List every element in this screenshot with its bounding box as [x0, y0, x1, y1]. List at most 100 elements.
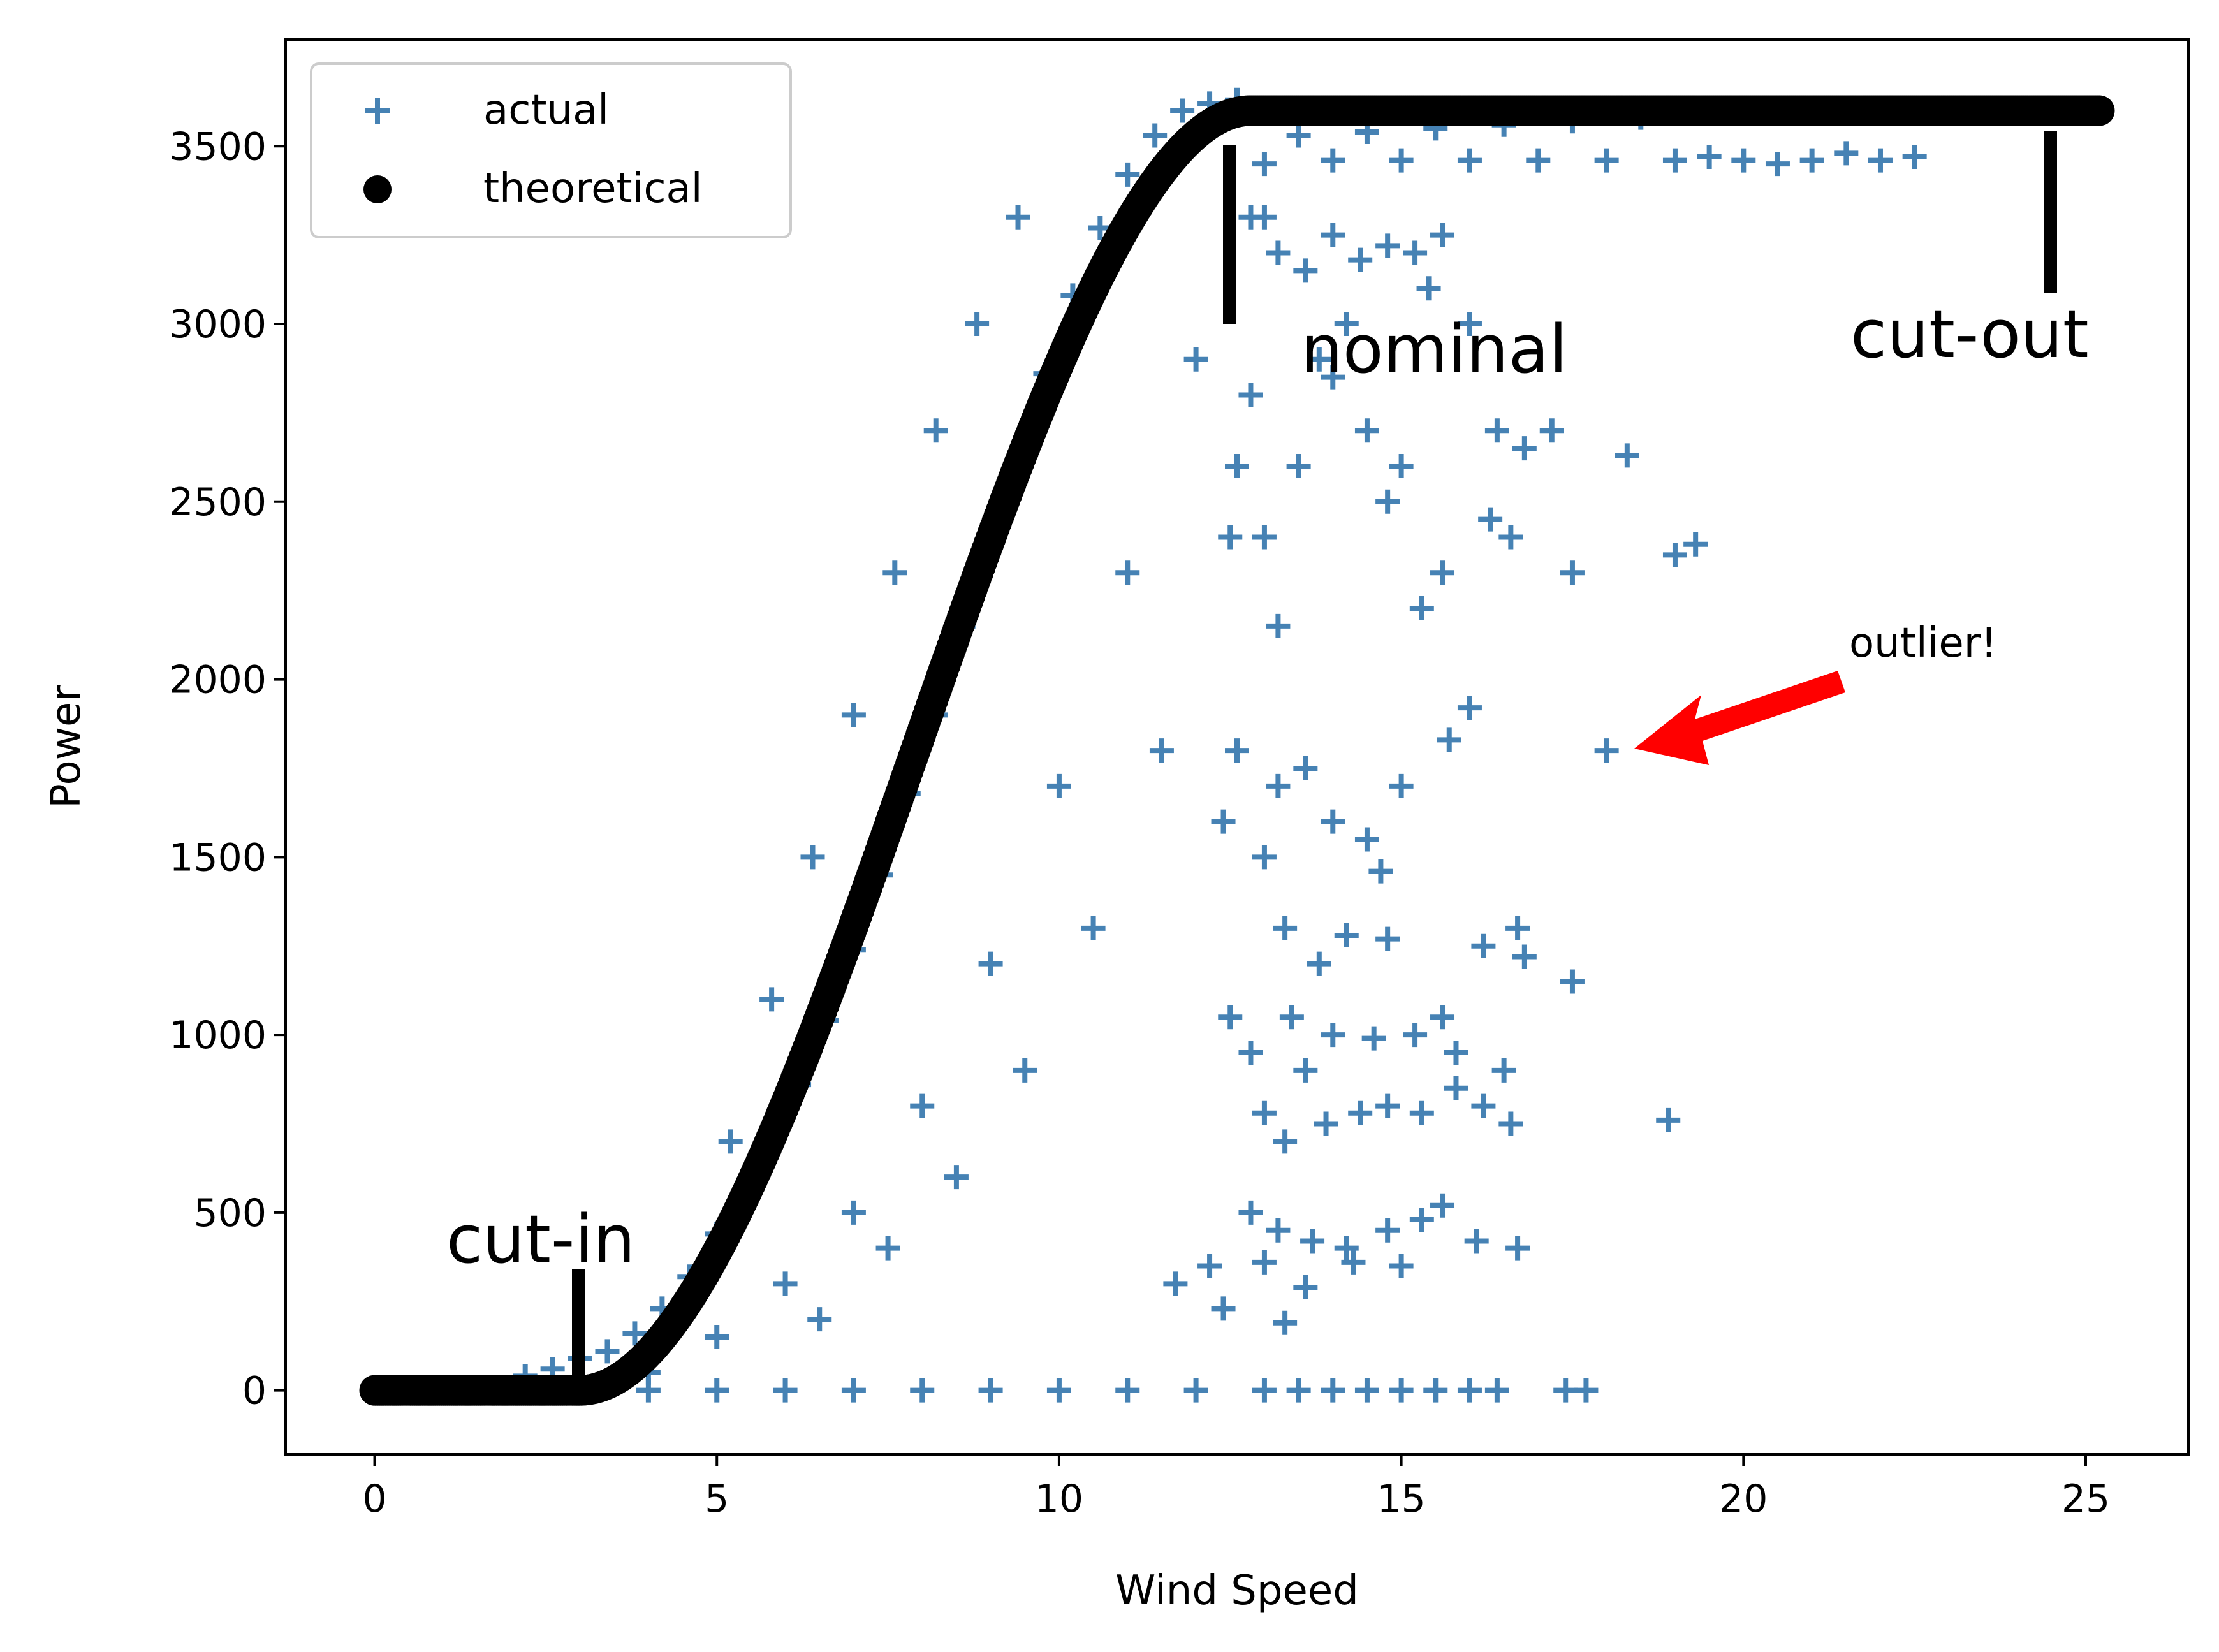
actual-point	[1238, 1040, 1263, 1065]
annotation-cut-in: cut-in	[446, 1201, 635, 1393]
actual-point	[1286, 454, 1311, 479]
legend-plus-marker	[365, 98, 390, 124]
actual-point	[705, 1378, 729, 1403]
actual-point	[1293, 1058, 1318, 1083]
actual-point	[1697, 144, 1722, 169]
actual-point	[1081, 916, 1106, 940]
actual-point	[1211, 1296, 1236, 1321]
actual-point	[1354, 827, 1379, 852]
y-tick-label: 3500	[169, 124, 267, 169]
actual-point	[1218, 525, 1243, 550]
actual-point	[1286, 123, 1311, 148]
actual-point	[1539, 418, 1564, 443]
actual-point	[1389, 1254, 1414, 1278]
actual-point	[1252, 1378, 1277, 1403]
actual-point	[1266, 240, 1291, 265]
y-tick-label: 2000	[169, 658, 267, 703]
actual-point	[1046, 773, 1071, 798]
actual-point	[1594, 148, 1619, 173]
y-tick-label: 2500	[169, 480, 267, 525]
actual-point	[1361, 1026, 1386, 1051]
actual-point	[1300, 1229, 1325, 1254]
actual-point	[1512, 436, 1537, 461]
actual-point	[622, 1321, 647, 1346]
actual-point	[1375, 489, 1400, 514]
actual-point	[1348, 1100, 1373, 1125]
actual-point	[1457, 696, 1482, 720]
actual-point	[1293, 1275, 1318, 1299]
actual-point	[1868, 148, 1893, 173]
actual-point	[1006, 205, 1030, 230]
actual-point	[1389, 148, 1414, 173]
actual-point	[773, 1271, 798, 1296]
actual-point	[1334, 923, 1359, 947]
actual-point	[1266, 1218, 1291, 1243]
actual-point	[1683, 532, 1708, 557]
actual-point	[1375, 926, 1400, 951]
actual-point	[773, 1378, 798, 1403]
actual-point	[1348, 247, 1373, 272]
actual-point	[1484, 418, 1509, 443]
actual-point	[1409, 596, 1434, 621]
actual-point	[1437, 727, 1461, 752]
actual-point	[1902, 144, 1927, 169]
x-axis-label: Wind Speed	[1115, 1567, 1359, 1614]
actual-point	[1389, 454, 1414, 479]
actual-point	[1354, 418, 1379, 443]
actual-point	[944, 1165, 969, 1190]
actual-point	[1149, 738, 1174, 763]
actual-point	[1416, 276, 1441, 301]
actual-point	[882, 560, 907, 585]
annotation-nominal-label: nominal	[1301, 311, 1567, 388]
actual-point	[1526, 148, 1551, 173]
actual-point	[1662, 543, 1687, 567]
actual-point	[1354, 1378, 1379, 1403]
y-axis-label: Power	[43, 685, 90, 808]
theoretical-point	[2084, 95, 2115, 126]
actual-point	[1594, 738, 1619, 763]
actual-point	[1307, 951, 1331, 976]
actual-point	[1505, 916, 1530, 940]
actual-point	[1444, 1040, 1468, 1065]
actual-point	[1218, 1005, 1243, 1030]
actual-point	[1375, 1093, 1400, 1118]
actual-point	[841, 1200, 866, 1225]
y-tick-label: 3000	[169, 302, 267, 347]
actual-point	[1799, 148, 1824, 173]
y-tick-label: 1500	[169, 835, 267, 880]
actual-point	[1444, 1076, 1468, 1100]
actual-point	[1252, 1250, 1277, 1275]
axes-layer: 0 5 10 15 20 25 0 500 1000 1500 2000 2500 3000 3500	[169, 124, 2110, 1521]
actual-point	[1478, 507, 1503, 532]
legend-item-actual: actual	[483, 87, 609, 134]
actual-point	[1143, 123, 1168, 148]
actual-point	[1409, 1100, 1434, 1125]
x-tick-label: 5	[705, 1477, 729, 1521]
actual-point	[1321, 223, 1345, 247]
actual-point	[1834, 141, 1859, 166]
actual-point	[841, 703, 866, 727]
actual-point	[800, 845, 825, 870]
actual-point	[1409, 1208, 1434, 1232]
x-tick-label: 10	[1035, 1477, 1083, 1521]
actual-point	[1225, 454, 1249, 479]
actual-point	[1115, 1378, 1140, 1403]
plot-frame	[284, 38, 2190, 1456]
actual-point	[1046, 1378, 1071, 1403]
actual-point	[1375, 1218, 1400, 1243]
x-tick-label: 0	[362, 1477, 386, 1521]
actual-point	[1505, 1236, 1530, 1261]
actual-point	[910, 1378, 935, 1403]
actual-point	[1163, 1271, 1188, 1296]
actual-point	[1314, 1111, 1338, 1136]
y-tick-label: 0	[242, 1369, 267, 1414]
actual-point	[910, 1093, 935, 1118]
actual-point	[1266, 613, 1291, 638]
actual-point	[1273, 1310, 1298, 1335]
actual-point	[1765, 152, 1790, 177]
actual-point	[1321, 809, 1345, 834]
legend-item-theoretical: theoretical	[483, 165, 703, 212]
outlier-arrow	[1634, 671, 1845, 765]
x-tick-label: 25	[2062, 1477, 2110, 1521]
actual-point	[1457, 1378, 1482, 1403]
